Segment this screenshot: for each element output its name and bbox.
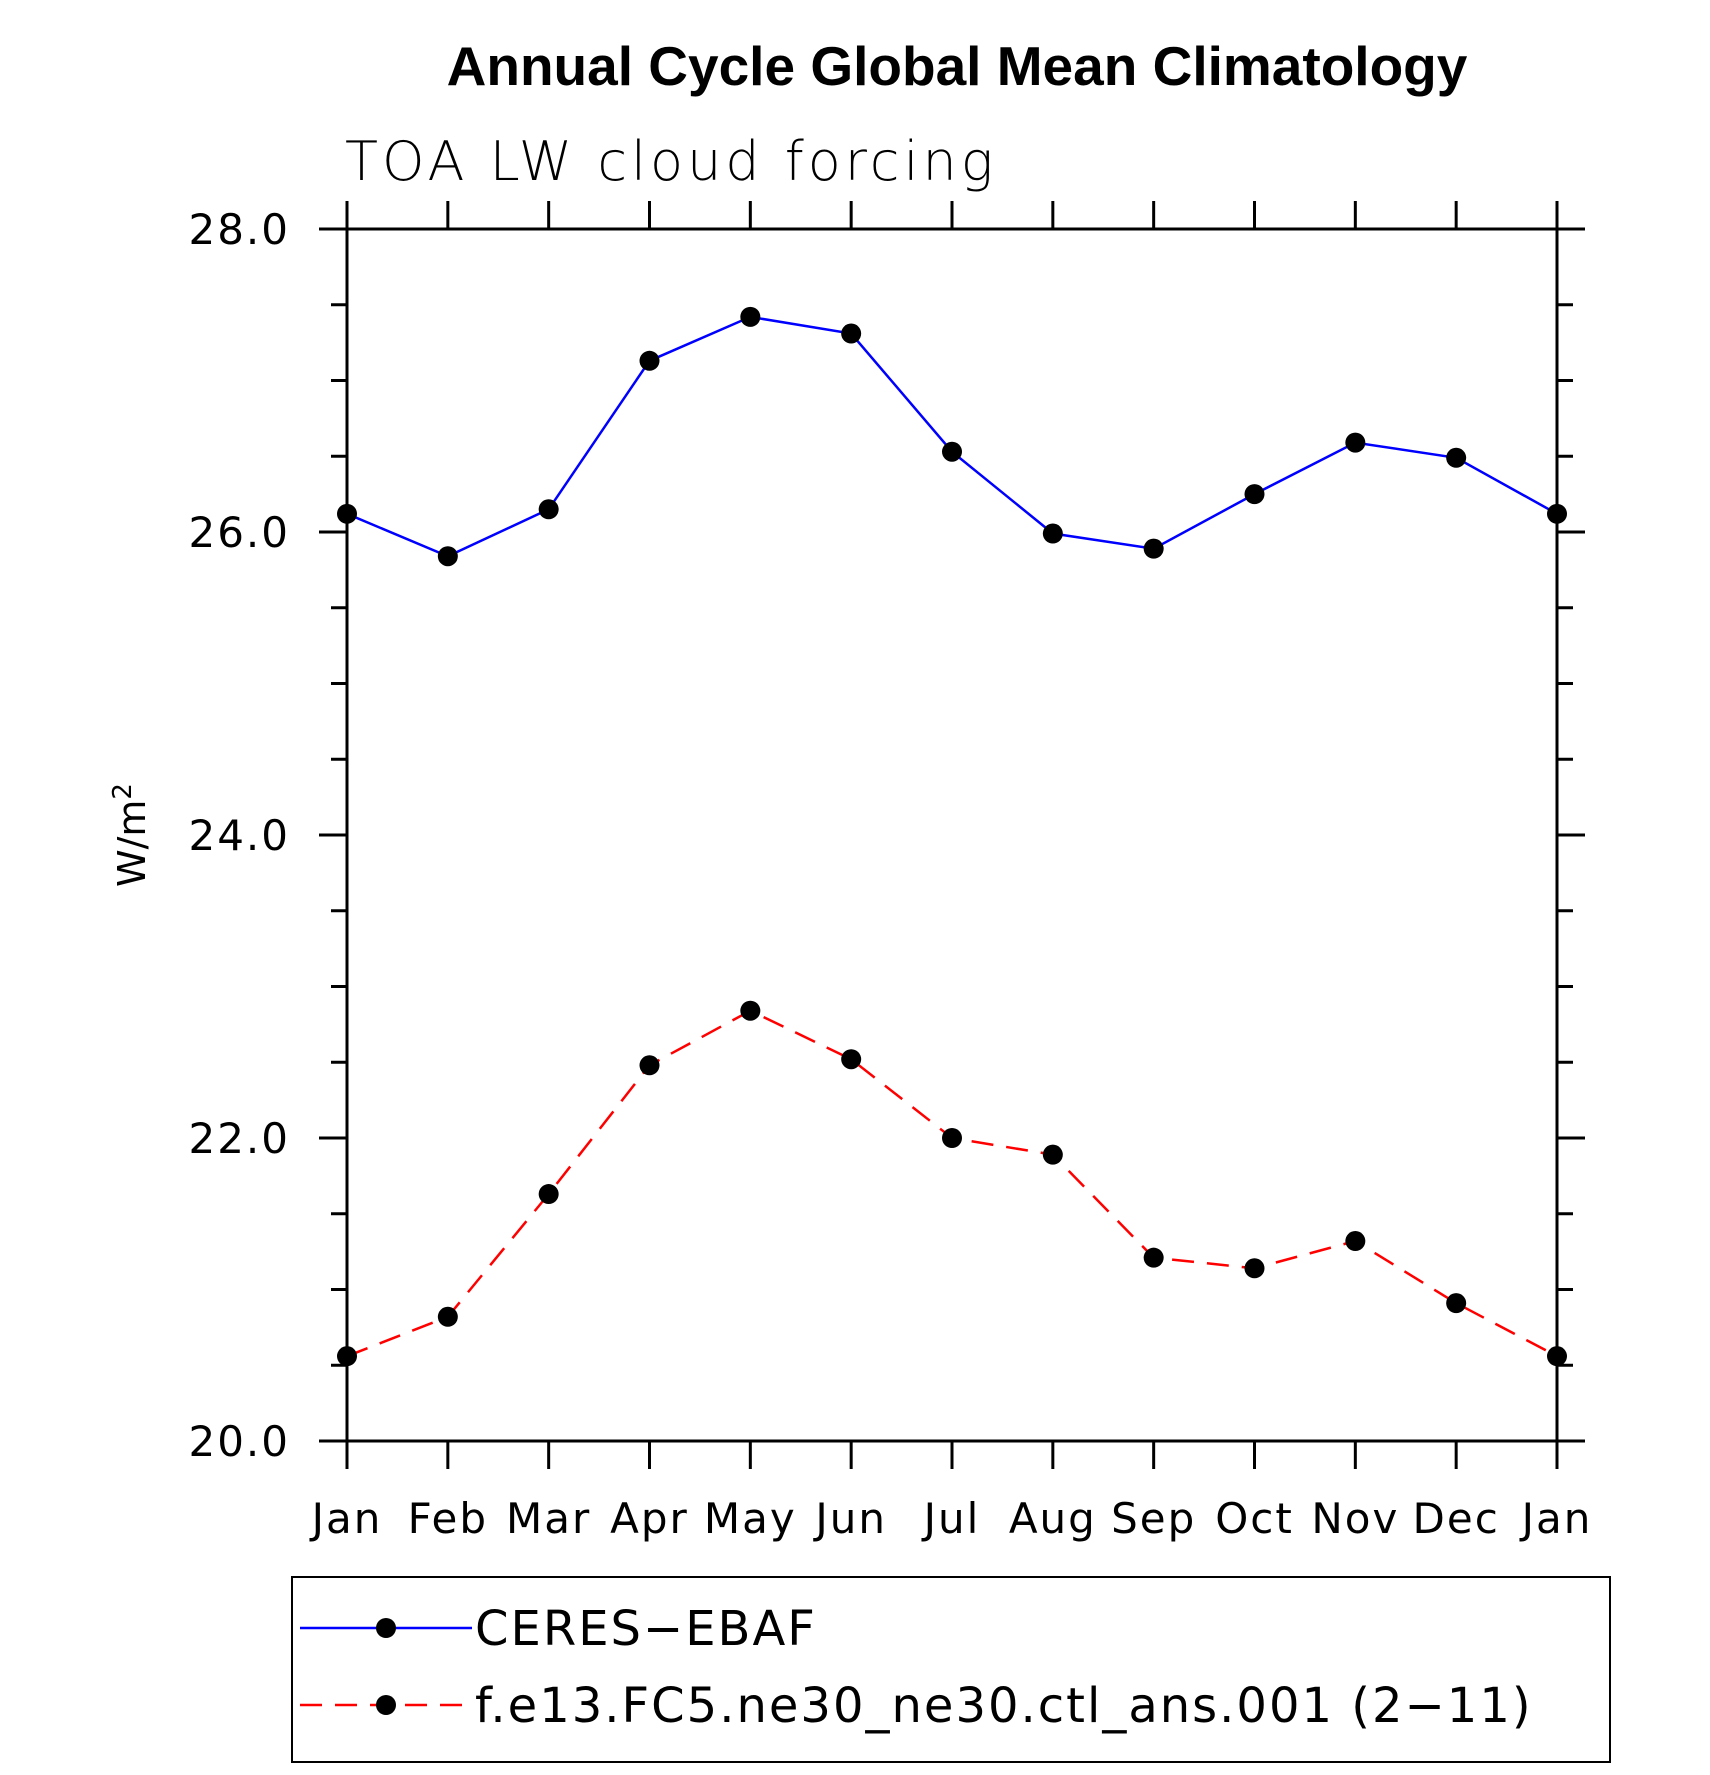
series-0-point (437, 546, 458, 567)
y-axis-label-text: W/m (110, 800, 154, 887)
y-tick-label: 20.0 (188, 1417, 290, 1466)
series-0-point (1042, 523, 1063, 544)
series-1-point (538, 1184, 559, 1205)
legend-label-model: f.e13.FC5.ne30_ne30.ctl_ans.001 (2−11) (475, 1678, 1533, 1734)
x-tick-label: Sep (1111, 1494, 1196, 1543)
x-tick-label: Jan (309, 1494, 383, 1543)
series-line-0 (346, 315, 1558, 558)
legend-marker-model (376, 1695, 396, 1715)
series-layer (337, 306, 1567, 1367)
series-1-point (1345, 1231, 1366, 1252)
y-tick-label: 26.0 (188, 508, 290, 557)
series-0-point (841, 323, 862, 344)
x-tick-label: May (704, 1494, 797, 1543)
series-1-point (1547, 1346, 1567, 1367)
x-tick-label: Aug (1009, 1494, 1097, 1543)
series-1-point (1143, 1247, 1164, 1268)
y-tick-label: 24.0 (188, 811, 290, 860)
series-line-1 (346, 1009, 1558, 1358)
x-tick-label: Jun (812, 1494, 887, 1543)
x-tick-label: Jan (1519, 1494, 1593, 1543)
series-0-point (1446, 447, 1467, 468)
series-1-point (841, 1049, 862, 1070)
series-0-point (942, 441, 962, 462)
series-0-point (538, 499, 559, 520)
series-1-point (942, 1128, 962, 1148)
series-1-point (1446, 1293, 1467, 1314)
y-tick-labels: 20.0 22.0 24.0 26.0 28.0 (188, 205, 290, 1466)
series-1-point (639, 1055, 660, 1076)
series-1-point (337, 1346, 357, 1367)
plot-frame (345, 227, 1559, 1443)
x-tick-labels: Jan Feb Mar Apr May Jun Jul Aug Sep Oct Nov Dec Jan (309, 1494, 1593, 1543)
plot-border (345, 227, 1559, 1443)
y-axis-label: W/m2 (108, 783, 154, 887)
x-tick-label: Jul (921, 1494, 981, 1543)
y-tick-label: 22.0 (188, 1114, 290, 1163)
legend: CERES−EBAF f.e13.FC5.ne30_ne30.ctl_ans.0… (291, 1576, 1611, 1763)
series-0-point (1547, 503, 1567, 524)
x-tick-label: Nov (1311, 1494, 1399, 1543)
y-axis-label-superscript: 2 (108, 783, 138, 800)
series-0-point (1143, 538, 1164, 559)
chart-subtitle: TOA LW cloud forcing (345, 130, 997, 193)
series-0-point (1345, 432, 1366, 453)
legend-box (291, 1576, 1611, 1763)
series-1-point (1244, 1258, 1265, 1279)
x-tick-label: Oct (1215, 1494, 1294, 1543)
x-tick-label: Dec (1413, 1494, 1500, 1543)
series-0-point (337, 503, 357, 524)
x-tick-label: Apr (610, 1494, 689, 1543)
series-0-point (1244, 484, 1265, 505)
y-tick-label: 28.0 (188, 205, 290, 254)
legend-label-ceres: CERES−EBAF (475, 1601, 817, 1657)
axis-ticks (319, 201, 1585, 1469)
series-1-point (1042, 1144, 1063, 1165)
x-tick-label: Mar (506, 1494, 591, 1543)
series-1-point (740, 1000, 761, 1021)
series-1-point (437, 1306, 458, 1327)
series-0-point (740, 306, 761, 327)
legend-marker-ceres (376, 1618, 396, 1638)
series-0-point (639, 350, 660, 371)
chart-title: Annual Cycle Global Mean Climatology (447, 35, 1468, 97)
x-tick-label: Feb (408, 1494, 488, 1543)
